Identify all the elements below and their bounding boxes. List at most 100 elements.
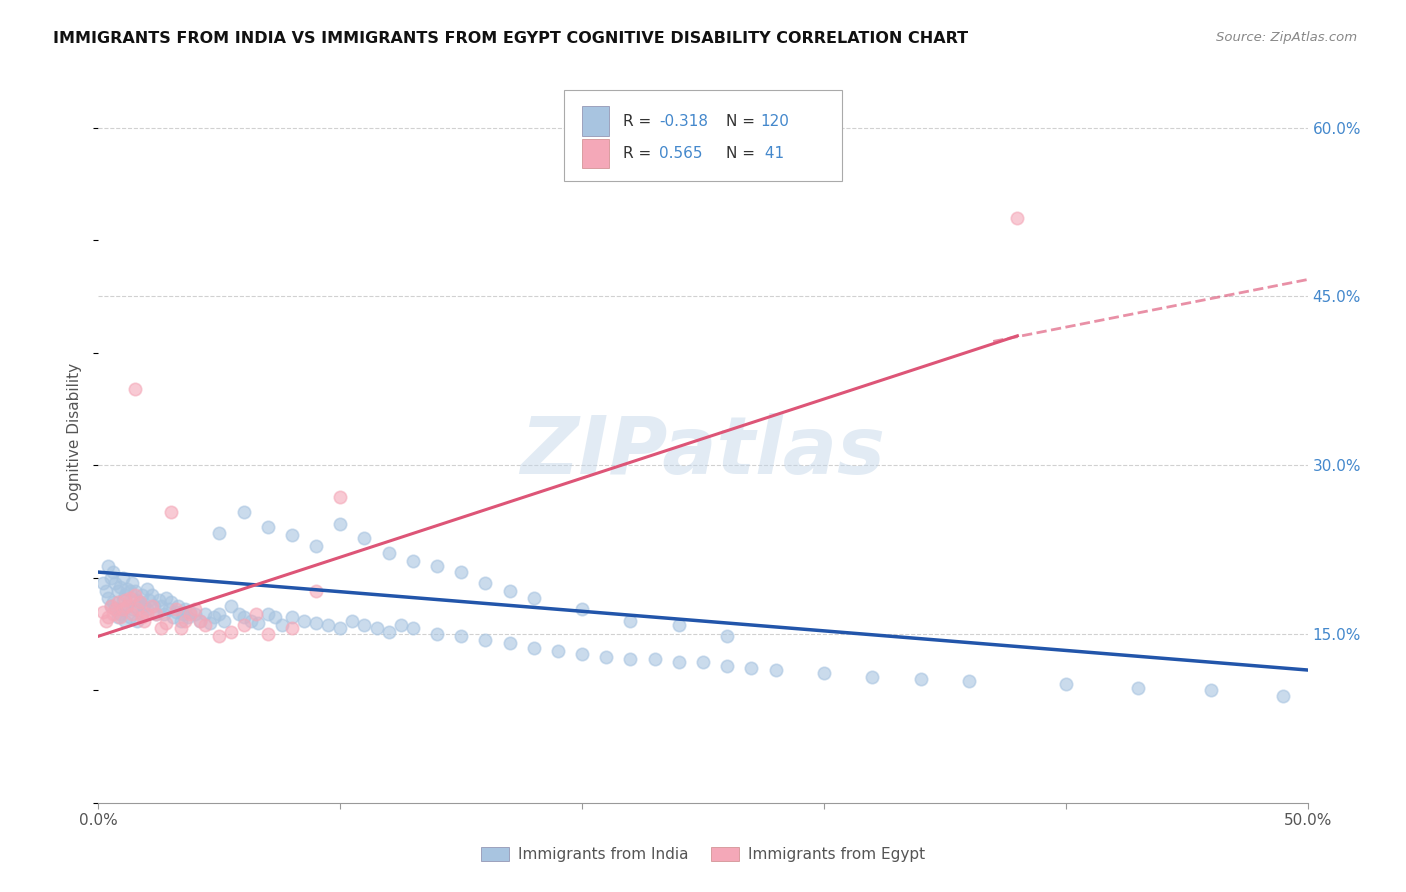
Point: [141, 588, 163, 602]
Point: [208, 607, 231, 621]
Point: [118, 584, 141, 599]
Point: [97, 610, 120, 624]
Point: [127, 593, 149, 607]
Point: [256, 607, 278, 621]
Point: [100, 571, 122, 585]
Point: [160, 506, 183, 520]
Point: [91, 605, 114, 619]
Point: [101, 565, 124, 579]
Point: [174, 602, 197, 616]
Point: [97, 559, 120, 574]
Point: [111, 602, 134, 616]
Point: [108, 580, 131, 594]
Point: [426, 559, 449, 574]
Point: [141, 599, 163, 613]
Point: [1272, 689, 1295, 703]
Point: [232, 618, 254, 632]
Point: [264, 610, 287, 624]
Point: [329, 516, 352, 531]
Point: [101, 607, 124, 621]
Point: [547, 644, 569, 658]
Text: ZIPatlas: ZIPatlas: [520, 413, 886, 491]
Point: [135, 602, 157, 616]
Point: [94, 584, 117, 599]
Point: [174, 614, 197, 628]
Point: [353, 618, 375, 632]
Point: [232, 610, 254, 624]
Point: [523, 640, 546, 655]
Point: [232, 506, 254, 520]
Point: [124, 599, 146, 613]
Point: [162, 610, 184, 624]
Point: [145, 607, 167, 621]
Point: [198, 615, 221, 630]
Text: 120: 120: [759, 113, 789, 128]
Point: [107, 610, 129, 624]
Point: [450, 565, 472, 579]
Point: [117, 599, 139, 613]
Point: [329, 490, 352, 504]
Point: [221, 624, 243, 639]
Point: [179, 605, 201, 619]
Text: R =: R =: [623, 145, 657, 161]
Point: [281, 528, 304, 542]
Point: [169, 614, 191, 628]
Point: [121, 602, 143, 616]
Point: [188, 614, 211, 628]
Point: [281, 610, 304, 624]
Point: [860, 670, 883, 684]
FancyBboxPatch shape: [564, 90, 842, 181]
Text: -0.318: -0.318: [659, 113, 709, 128]
Point: [124, 584, 146, 599]
Point: [184, 607, 207, 621]
Point: [245, 607, 267, 621]
Point: [765, 663, 787, 677]
Point: [148, 593, 170, 607]
Point: [131, 607, 153, 621]
Point: [134, 614, 156, 628]
Point: [305, 539, 328, 553]
Point: [1007, 211, 1029, 225]
Point: [131, 588, 153, 602]
Point: [111, 593, 134, 607]
Point: [194, 618, 217, 632]
Point: [305, 584, 328, 599]
Legend: Immigrants from India, Immigrants from Egypt: Immigrants from India, Immigrants from E…: [475, 841, 931, 868]
Point: [172, 607, 194, 621]
Point: [644, 652, 666, 666]
Point: [377, 624, 399, 639]
Point: [143, 599, 166, 613]
Point: [127, 614, 149, 628]
Point: [212, 614, 235, 628]
Point: [474, 632, 496, 647]
Text: N =: N =: [725, 113, 759, 128]
Point: [107, 584, 129, 599]
Point: [281, 621, 304, 635]
Point: [256, 520, 278, 534]
Point: [150, 621, 173, 635]
Point: [111, 571, 134, 585]
Point: [128, 595, 150, 609]
Point: [138, 593, 160, 607]
Point: [107, 595, 129, 609]
Point: [716, 629, 738, 643]
Point: [128, 595, 150, 609]
FancyBboxPatch shape: [582, 106, 609, 136]
Point: [160, 595, 183, 609]
Point: [619, 652, 641, 666]
Point: [135, 582, 157, 596]
Point: [353, 532, 375, 546]
Point: [1128, 681, 1150, 695]
Point: [239, 614, 262, 628]
Point: [208, 525, 231, 540]
Point: [571, 602, 593, 616]
Point: [179, 607, 201, 621]
Point: [94, 614, 117, 628]
FancyBboxPatch shape: [582, 138, 609, 168]
Text: Source: ZipAtlas.com: Source: ZipAtlas.com: [1216, 31, 1357, 45]
Point: [104, 602, 127, 616]
Point: [474, 576, 496, 591]
Text: R =: R =: [623, 113, 657, 128]
Point: [194, 607, 217, 621]
Point: [957, 674, 980, 689]
